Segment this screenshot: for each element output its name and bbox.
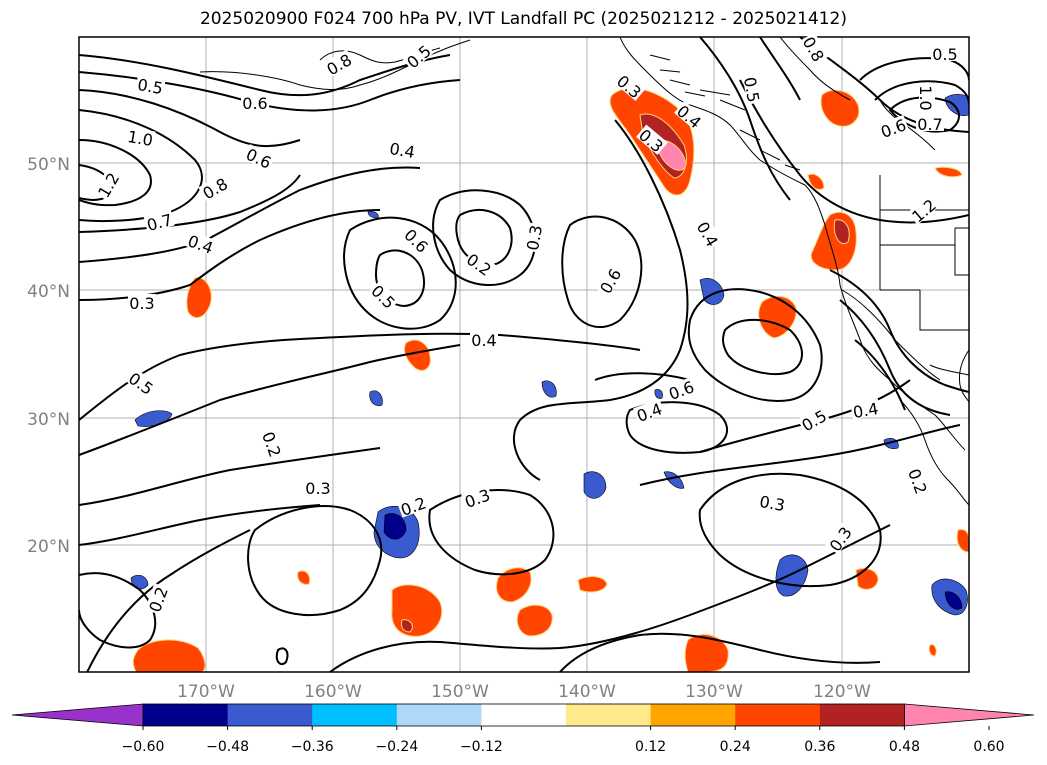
pv-label-bg <box>135 74 166 96</box>
colorbar-tick-label: −0.60 <box>122 739 165 755</box>
pv-label-bg <box>906 465 932 497</box>
pv-label-bg <box>461 484 493 510</box>
pv-label-bg <box>797 405 830 434</box>
pv-label-bg <box>595 264 624 297</box>
pv-label-bg <box>694 217 723 250</box>
pv-label-bg <box>919 84 935 112</box>
pv-contour-label: 0.4 <box>471 331 496 350</box>
pv-contour-label: 0.3 <box>523 224 546 252</box>
pv-label-bg <box>470 331 498 347</box>
pv-label-bg <box>125 367 158 398</box>
colorbar-segment <box>396 704 482 726</box>
pv-contour-label: 0.3 <box>305 479 330 498</box>
pv-contour-label: 0.7 <box>917 115 942 134</box>
pv-contour-label: 0.5 <box>932 45 957 64</box>
gridlines <box>79 37 969 672</box>
pv-label-bg <box>144 583 170 615</box>
pv-label-bg <box>665 376 697 402</box>
lon-label: 120°W <box>813 682 871 702</box>
colorbar-segment <box>819 704 905 726</box>
colorbar-segment <box>481 704 567 726</box>
pv-label-bg <box>463 248 496 279</box>
lon-label: 150°W <box>431 682 489 702</box>
colorbar-tick-label: 0.36 <box>804 739 835 755</box>
colorbar-tick-label: −0.12 <box>460 739 503 755</box>
ivt-negative-anomalies <box>130 94 969 616</box>
colorbar-tick-label: 0.60 <box>973 739 1004 755</box>
pv-label-bg <box>931 45 959 61</box>
colorbar-segment <box>312 704 398 726</box>
pv-label-bg <box>674 100 706 131</box>
pv-label-bg <box>800 32 829 65</box>
colorbar: −0.60 −0.48 −0.36 −0.24 −0.12 0.12 0.24 0.36 0.4… <box>11 703 1035 755</box>
pv-label-bg <box>633 398 665 424</box>
pv-label-bg <box>614 70 646 101</box>
lat-label: 30°N <box>27 410 70 430</box>
lon-label: 170°W <box>177 682 235 702</box>
pv-label-bg <box>397 492 429 518</box>
pv-label-bg <box>128 294 156 310</box>
lat-label: 40°N <box>27 282 70 302</box>
colorbar-tick-label: −0.48 <box>206 739 249 755</box>
pv-label-bg <box>93 168 122 201</box>
colorbar-tick-label: −0.36 <box>291 739 334 755</box>
colorbar-segment <box>566 704 652 726</box>
lon-label: 140°W <box>558 682 616 702</box>
pv-label-bg <box>850 398 881 420</box>
pv-label-bg <box>368 280 400 312</box>
pv-contour-label: 0.5 <box>136 75 164 98</box>
colorbar-frame <box>142 703 905 727</box>
lat-label: 50°N <box>27 155 70 175</box>
pv-label-bg <box>877 114 909 140</box>
pv-contour-label: 1.0 <box>916 85 935 110</box>
pv-label-bg <box>401 224 433 256</box>
lon-label: 160°W <box>304 682 362 702</box>
colorbar-segment <box>143 704 229 726</box>
pv-label-bg <box>402 40 434 71</box>
map-title: 2025020900 F024 700 hPa PV, IVT Landfall… <box>199 9 847 29</box>
pv-contour-label: 0.6 <box>242 94 267 113</box>
pv-contour-label: 0.5 <box>740 76 763 104</box>
pv-label-bg <box>241 94 269 110</box>
pv-contour-label: 0.4 <box>852 399 880 422</box>
pv-label-bg <box>143 209 175 233</box>
pv-contour-label: 0.3 <box>758 492 786 515</box>
pv-label-bg <box>198 173 231 202</box>
map-frame <box>78 36 970 673</box>
colorbar-segment <box>650 704 736 726</box>
colorbar-segment <box>227 704 313 726</box>
pv-label-bg <box>322 49 355 78</box>
pv-contour-label: 0.3 <box>129 294 154 313</box>
pv-label-bg <box>907 194 939 225</box>
pv-contour-label: 1.0 <box>126 127 154 150</box>
pv-label-bg <box>260 428 286 460</box>
pv-label-bg <box>185 230 217 256</box>
pv-label-bg <box>304 479 332 495</box>
colorbar-tick-label: 0.12 <box>635 739 666 755</box>
pv-label-bg <box>125 126 156 148</box>
colorbar-segment <box>735 704 821 726</box>
pv-label-bg <box>387 138 418 160</box>
pv-label-bg <box>824 522 855 555</box>
pv-label-bg <box>522 222 544 253</box>
pv-contour-label: 0.4 <box>388 139 416 162</box>
colorbar-extend-low <box>11 703 144 727</box>
pv-label-bg <box>742 74 764 105</box>
colorbar-tick-label: 0.48 <box>889 739 920 755</box>
lon-label: 130°W <box>685 682 743 702</box>
colorbar-extend-high <box>904 703 1035 727</box>
colorbar-tick-label: 0.24 <box>720 739 751 755</box>
pv-label-bg <box>243 144 276 171</box>
colorbar-tick-label: −0.24 <box>375 739 418 755</box>
pv-label-bg <box>916 115 944 131</box>
pv-label-bg <box>757 491 788 513</box>
lat-label: 20°N <box>27 537 70 557</box>
pv-label-bg <box>636 124 668 155</box>
